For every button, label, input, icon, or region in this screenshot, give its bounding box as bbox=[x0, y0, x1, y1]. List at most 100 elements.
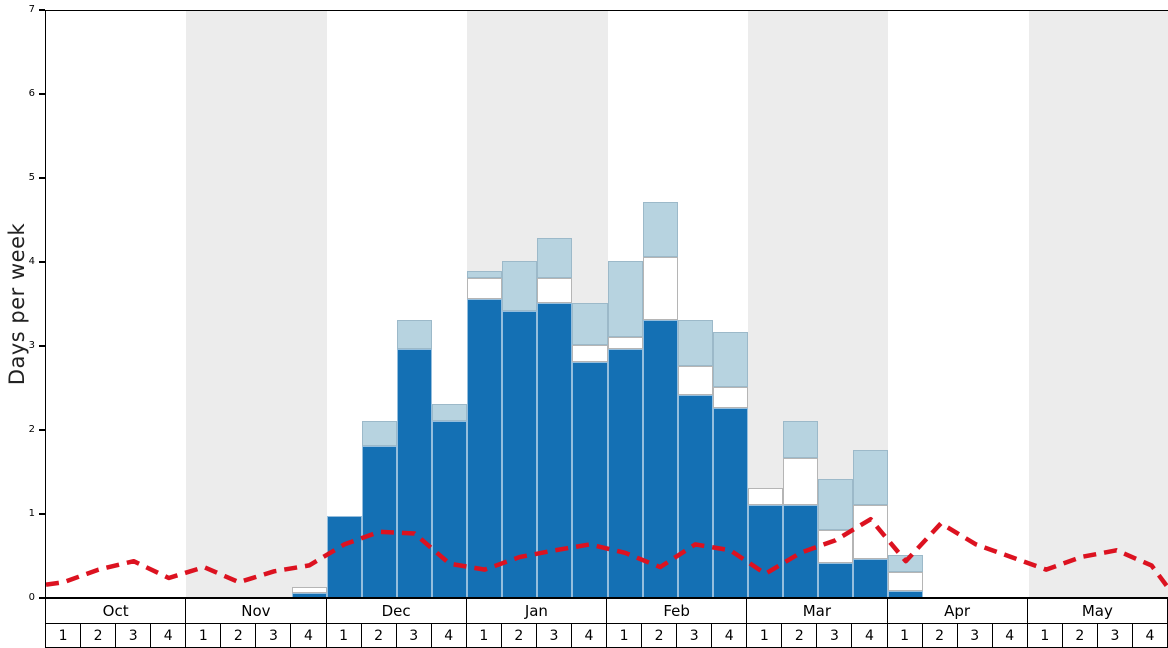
bar-segment-white bbox=[607, 336, 643, 350]
bar-segment-dark bbox=[572, 361, 608, 597]
bar-mar-w1 bbox=[747, 487, 783, 597]
week-label-mar-2: 2 bbox=[781, 624, 817, 648]
week-label-jan-2: 2 bbox=[500, 624, 536, 648]
week-label-feb-3: 3 bbox=[676, 624, 712, 648]
bar-segment-light bbox=[396, 319, 433, 350]
bar-segment-white bbox=[747, 487, 783, 505]
y-tick-label: 3 bbox=[28, 340, 35, 351]
week-label-jan-4: 4 bbox=[570, 624, 606, 648]
y-tick-mark bbox=[39, 513, 45, 515]
week-label-nov-3: 3 bbox=[255, 624, 291, 648]
y-tick-label: 6 bbox=[28, 88, 35, 99]
y-tick-label: 5 bbox=[28, 172, 35, 183]
week-label-jan-1: 1 bbox=[465, 624, 501, 648]
week-label-oct-1: 1 bbox=[45, 624, 81, 648]
bar-segment-dark bbox=[396, 349, 433, 597]
y-tick-mark bbox=[39, 9, 45, 11]
month-label-jan: Jan bbox=[465, 598, 606, 624]
bar-jan-w3 bbox=[537, 238, 573, 597]
bar-jan-w2 bbox=[502, 261, 538, 597]
bar-segment-white bbox=[712, 387, 748, 408]
month-row: Oct Nov Dec Jan Feb Mar Apr May bbox=[45, 598, 1167, 624]
week-label-apr-3: 3 bbox=[956, 624, 992, 648]
y-tick-mark bbox=[39, 177, 45, 179]
y-tick-mark bbox=[39, 261, 45, 263]
bar-segment-dark bbox=[782, 504, 819, 597]
month-band-may bbox=[1028, 11, 1168, 597]
week-label-nov-4: 4 bbox=[290, 624, 326, 648]
bar-segment-light bbox=[432, 403, 468, 421]
week-label-apr-1: 1 bbox=[886, 624, 922, 648]
month-band-nov bbox=[186, 11, 327, 597]
y-tick-mark bbox=[39, 345, 45, 347]
bar-segment-dark bbox=[291, 592, 327, 597]
week-label-dec-3: 3 bbox=[395, 624, 431, 648]
bar-segment-dark bbox=[502, 311, 538, 597]
week-label-nov-2: 2 bbox=[220, 624, 256, 648]
bar-segment-light bbox=[712, 332, 748, 387]
week-label-apr-2: 2 bbox=[921, 624, 957, 648]
bar-feb-w3 bbox=[677, 319, 713, 597]
bar-segment-light bbox=[642, 202, 678, 257]
bar-dec-w3 bbox=[396, 319, 433, 597]
bar-segment-white bbox=[818, 529, 854, 564]
bar-segment-dark bbox=[853, 559, 889, 597]
week-label-may-1: 1 bbox=[1026, 624, 1062, 648]
week-label-apr-4: 4 bbox=[991, 624, 1027, 648]
week-label-dec-4: 4 bbox=[430, 624, 466, 648]
bar-feb-w2 bbox=[642, 202, 678, 597]
bar-segment-dark bbox=[607, 349, 643, 597]
week-label-oct-4: 4 bbox=[150, 624, 186, 648]
bar-segment-white bbox=[467, 277, 503, 299]
bar-segment-light bbox=[782, 420, 819, 459]
week-label-mar-4: 4 bbox=[851, 624, 887, 648]
bar-segment-dark bbox=[677, 395, 713, 597]
bar-dec-w1 bbox=[326, 515, 362, 597]
bar-segment-light bbox=[888, 555, 924, 572]
bar-segment-light bbox=[361, 420, 397, 446]
week-label-nov-1: 1 bbox=[185, 624, 221, 648]
week-label-may-2: 2 bbox=[1061, 624, 1097, 648]
bar-segment-light bbox=[607, 261, 643, 337]
y-tick-mark bbox=[39, 597, 45, 599]
bar-feb-w1 bbox=[607, 261, 643, 597]
bar-segment-dark bbox=[467, 298, 503, 597]
month-label-mar: Mar bbox=[746, 598, 887, 624]
bar-segment-dark bbox=[712, 408, 748, 597]
bar-segment-light bbox=[853, 450, 889, 505]
bar-segment-white bbox=[853, 504, 889, 560]
bar-segment-dark bbox=[361, 445, 397, 597]
week-label-mar-1: 1 bbox=[746, 624, 782, 648]
month-label-dec: Dec bbox=[325, 598, 466, 624]
bar-segment-dark bbox=[888, 591, 924, 597]
y-tick-label: 0 bbox=[28, 592, 35, 603]
y-tick-label: 2 bbox=[28, 424, 35, 435]
bar-segment-white bbox=[888, 571, 924, 592]
bar-dec-w2 bbox=[361, 420, 397, 597]
week-label-jan-3: 3 bbox=[535, 624, 571, 648]
bar-jan-w4 bbox=[572, 303, 608, 597]
week-label-feb-1: 1 bbox=[606, 624, 642, 648]
week-label-may-4: 4 bbox=[1131, 624, 1167, 648]
month-label-may: May bbox=[1026, 598, 1167, 624]
month-label-oct: Oct bbox=[45, 598, 186, 624]
bar-segment-light bbox=[677, 319, 713, 367]
week-label-feb-2: 2 bbox=[641, 624, 677, 648]
bar-jan-w1 bbox=[467, 271, 503, 597]
week-label-oct-2: 2 bbox=[80, 624, 116, 648]
week-label-feb-4: 4 bbox=[711, 624, 747, 648]
bar-segment-dark bbox=[642, 319, 678, 597]
bar-mar-w4 bbox=[853, 450, 889, 597]
bar-segment-dark bbox=[432, 420, 468, 597]
week-label-mar-3: 3 bbox=[816, 624, 852, 648]
bar-segment-light bbox=[818, 479, 854, 530]
y-tick-mark bbox=[39, 93, 45, 95]
y-tick-mark bbox=[39, 429, 45, 431]
week-label-oct-3: 3 bbox=[115, 624, 151, 648]
bar-segment-white bbox=[572, 345, 608, 362]
bar-segment-light bbox=[537, 238, 573, 278]
month-label-nov: Nov bbox=[185, 598, 326, 624]
